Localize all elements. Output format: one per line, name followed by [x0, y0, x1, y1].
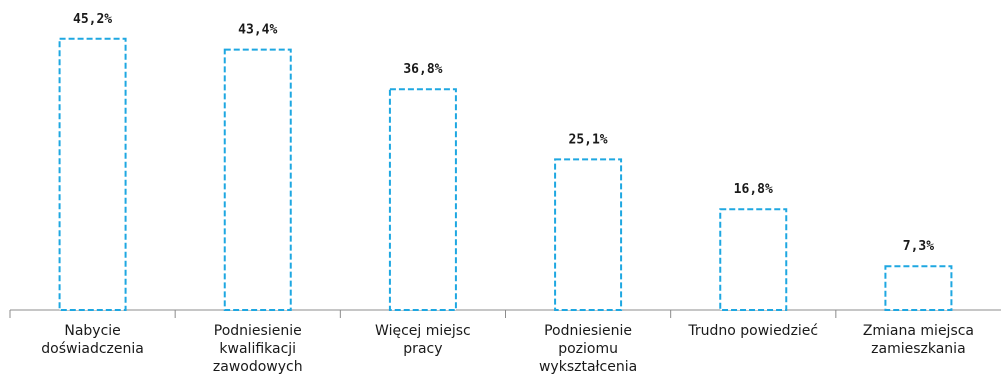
bars [58, 37, 953, 312]
category-label-line: Nabycie [64, 323, 120, 339]
category-label-line: zawodowych [213, 359, 303, 375]
category-label-2: Podniesienie kwalifikacji zawodowych [213, 323, 303, 375]
category-label-line: doświadczenia [41, 341, 144, 357]
bar-4 [554, 158, 623, 311]
category-label-line: kwalifikacji [219, 341, 296, 357]
category-label-3: Więcej miejsc pracy [375, 323, 471, 357]
data-label-5: 16,8% [734, 182, 773, 197]
category-label-line: zamieszkania [871, 341, 966, 357]
category-label-line: poziomu [558, 341, 618, 357]
category-label-5: Trudno powiedzieć [687, 323, 818, 339]
category-label-line: Podniesienie [544, 323, 632, 339]
category-label-line: Trudno powiedzieć [687, 323, 818, 339]
category-label-line: Podniesienie [214, 323, 302, 339]
data-label-3: 36,8% [403, 62, 442, 77]
data-label-2: 43,4% [238, 23, 277, 38]
category-label-line: pracy [403, 341, 442, 357]
category-label-line: Zmiana miejsca [863, 323, 974, 339]
x-axis-ticks [9, 310, 837, 318]
category-label-6: Zmiana miejsca zamieszkania [863, 323, 974, 357]
data-labels: 45,2% 43,4% 36,8% 25,1% 16,8% 7,3% [73, 12, 934, 254]
category-label-line: Więcej miejsc [375, 323, 471, 339]
category-labels: Nabycie doświadczenia Podniesienie kwalifik… [41, 323, 974, 375]
bar-1 [58, 37, 127, 312]
bar-5 [719, 208, 788, 311]
bar-6 [884, 265, 953, 312]
category-label-4: Podniesienie poziomu wykształcenia [539, 323, 637, 375]
data-label-1: 45,2% [73, 12, 112, 27]
bar-2 [223, 48, 292, 311]
data-label-4: 25,1% [569, 132, 608, 147]
category-label-line: wykształcenia [539, 359, 637, 375]
bar-3 [388, 88, 457, 311]
category-label-1: Nabycie doświadczenia [41, 323, 144, 357]
data-label-6: 7,3% [903, 239, 934, 254]
